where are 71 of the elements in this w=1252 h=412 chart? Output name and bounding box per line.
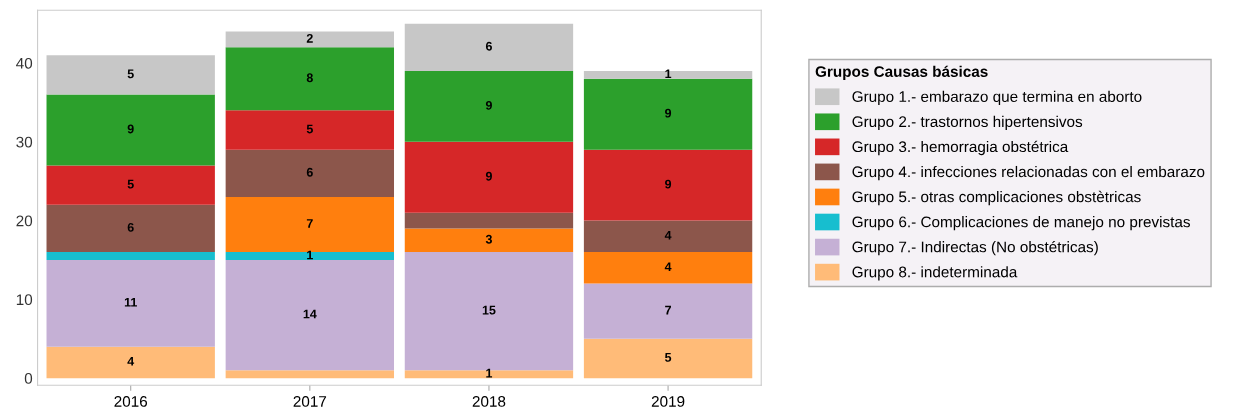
- data-label: 5: [664, 353, 672, 362]
- y-tick-label: 10: [16, 294, 33, 306]
- bar: [225, 47, 395, 111]
- bar: [225, 259, 395, 371]
- bar: [404, 23, 574, 71]
- legend-label: Grupo 8.- indeterminada: [852, 266, 1018, 281]
- bar: [46, 165, 215, 205]
- data-label: 8: [306, 73, 313, 83]
- bar: [404, 228, 574, 253]
- bar: [583, 220, 753, 253]
- legend-label: Grupo 6.- Complicaciones de manejo no previstas: [852, 216, 1190, 231]
- data-label: 7: [306, 219, 313, 228]
- data-label: 1: [665, 69, 672, 79]
- bar: [46, 252, 215, 260]
- bar: [46, 204, 215, 253]
- x-tick-label: 2017: [293, 396, 327, 407]
- data-label: 3: [485, 234, 492, 244]
- data-label: 2: [306, 33, 313, 43]
- data-label: 4: [664, 262, 672, 272]
- bar: [583, 338, 753, 379]
- data-label: 6: [306, 167, 313, 177]
- legend-label: Grupo 2.- trastornos hipertensivos: [852, 115, 1083, 131]
- legend-label: Grupo 4.- infecciones relacionadas con el embarazo: [852, 165, 1205, 181]
- bar: [404, 370, 574, 379]
- bar: [404, 212, 574, 229]
- data-label: 5: [127, 69, 134, 79]
- bar: [225, 252, 395, 260]
- bar: [583, 70, 753, 79]
- data-label: 6: [485, 41, 492, 51]
- x-tick-label: 2019: [651, 396, 685, 407]
- data-label: 4: [664, 230, 672, 240]
- data-label: 1: [307, 250, 313, 260]
- legend-label: Grupo 3.- hemorragia obstétrica: [852, 140, 1069, 156]
- y-tick-label: 40: [16, 57, 33, 69]
- data-label: 1: [486, 368, 493, 378]
- data-label: 4: [127, 357, 135, 366]
- bar: [583, 78, 753, 150]
- bar: [404, 141, 574, 213]
- data-label: 5: [306, 124, 313, 134]
- data-label: 6: [127, 222, 134, 232]
- bar: [46, 94, 215, 166]
- data-label: 15: [482, 305, 496, 315]
- data-label: 9: [485, 171, 492, 181]
- bar: [46, 346, 215, 379]
- legend-label: Grupo 5.- otras complicaciones obstètricas: [852, 190, 1141, 206]
- y-tick-label: 0: [24, 373, 33, 384]
- bar: [225, 149, 395, 197]
- data-label: 9: [127, 124, 134, 134]
- x-tick-label: 2018: [472, 396, 506, 407]
- data-label: 7: [665, 305, 671, 315]
- bar: [225, 110, 395, 150]
- data-label: 9: [485, 100, 492, 110]
- bar: [583, 252, 753, 284]
- legend-title: Grupos Causas básicas: [815, 65, 988, 81]
- bar: [46, 259, 215, 347]
- bar: [583, 283, 753, 339]
- data-label: 9: [665, 179, 672, 189]
- y-tick-label: 20: [16, 215, 33, 227]
- data-label: 9: [665, 108, 672, 118]
- bar: [225, 370, 395, 379]
- y-tick-label: 30: [16, 136, 33, 148]
- x-tick-label: 2016: [114, 396, 148, 407]
- bar: [583, 149, 753, 221]
- bar: [225, 31, 395, 48]
- bar: [404, 70, 574, 142]
- legend-label: Grupo 7.- Indirectas (No obstétricas): [852, 240, 1098, 256]
- legend-label: Grupo 1.- embarazo que termina en aborto: [852, 90, 1142, 106]
- data-label: 11: [124, 297, 137, 307]
- bar: [46, 55, 215, 95]
- data-label: 5: [127, 179, 134, 189]
- data-label: 14: [303, 309, 317, 319]
